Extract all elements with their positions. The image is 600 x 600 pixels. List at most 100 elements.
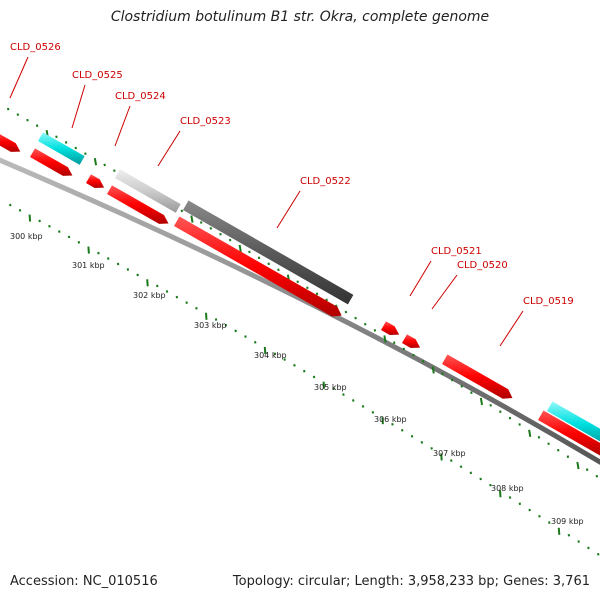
cds-feature [115, 169, 181, 213]
outer-tick-mark [528, 429, 532, 437]
inner-tick-mark [459, 465, 463, 469]
inner-tick-mark [410, 434, 414, 438]
inner-tick-mark [450, 459, 453, 462]
inner-tick-mark [156, 284, 159, 288]
inner-tick-mark [214, 318, 218, 321]
inner-tick-mark [391, 422, 394, 426]
inner-tick-mark [234, 329, 237, 333]
gene-leader-line [157, 130, 181, 167]
inner-tick-mark [205, 312, 208, 320]
inner-tick-mark [430, 447, 433, 450]
inner-tick-mark [48, 224, 51, 228]
gene-label[interactable]: CLD_0519 [523, 296, 574, 307]
gene-label[interactable]: CLD_0522 [300, 176, 351, 187]
accession-text: Accession: NC_010516 [10, 574, 158, 589]
inner-tick-mark [342, 393, 345, 396]
inner-tick-mark [381, 417, 384, 425]
inner-tick-mark [352, 399, 355, 402]
scale-label: 304 kbp [254, 351, 287, 360]
inner-tick-mark [224, 323, 228, 327]
scale-label: 301 kbp [72, 261, 105, 270]
cds-feature [38, 132, 85, 165]
inner-tick-mark [293, 364, 296, 367]
inner-tick-mark [479, 477, 482, 481]
inner-tick-mark [175, 295, 179, 299]
inner-tick-mark [303, 369, 306, 373]
scale-label-layer: 300 kbp 301 kbp 302 kbp 303 kbp 304 kbp 305 k… [10, 232, 584, 526]
gene-label[interactable]: CLD_0526 [10, 42, 61, 53]
genome-summary-text: Topology: circular; Length: 3,958,233 bp… [232, 574, 590, 589]
gene-label[interactable]: CLD_0520 [457, 260, 508, 271]
inner-tick-mark [577, 540, 580, 543]
inner-tick-mark [116, 262, 120, 266]
inner-tick-mark [97, 251, 100, 255]
feature-track [0, 132, 600, 456]
inner-tick-mark [322, 381, 326, 389]
gene-feature [381, 321, 400, 335]
gene-feature [402, 334, 421, 348]
inner-tick-mark [254, 340, 257, 344]
outer-tick-mark [576, 461, 580, 470]
gene-feature [107, 185, 169, 224]
inner-tick-mark [312, 375, 316, 379]
inner-tick-mark [597, 552, 600, 556]
inner-tick-mark [518, 502, 522, 506]
scale-label: 309 kbp [551, 517, 584, 526]
inner-tick-mark [283, 358, 286, 361]
inner-tick-mark [273, 352, 277, 356]
inner-tick-mark [499, 490, 502, 498]
inner-tick-mark [107, 257, 110, 260]
inner-tick-mark [28, 214, 32, 222]
cds-feature [547, 401, 600, 442]
gene-label-layer: CLD_0526 CLD_0525 CLD_0524 CLD_0523 CLD_0522… [9, 42, 574, 347]
inner-tick-mark [361, 405, 365, 408]
inner-tick-mark [538, 514, 541, 518]
gene-leader-line [276, 190, 301, 229]
gene-leader-line [499, 310, 524, 347]
inner-tick-mark [58, 230, 61, 233]
gene-feature [174, 216, 342, 317]
inner-tick-mark [126, 268, 130, 271]
inner-tick-mark [489, 483, 492, 487]
inner-tick-mark [440, 453, 443, 461]
scale-label: 306 kbp [374, 415, 407, 424]
inner-tick-mark [38, 219, 41, 223]
inner-tick-mark [508, 496, 512, 499]
inner-tick-track [9, 203, 600, 556]
gene-label[interactable]: CLD_0524 [115, 91, 166, 102]
gene-label[interactable]: CLD_0525 [72, 70, 123, 81]
inner-tick-mark [77, 240, 81, 244]
outer-tick-mark [238, 244, 242, 253]
scale-label: 302 kbp [133, 291, 166, 300]
outer-tick-mark [431, 366, 435, 374]
inner-tick-mark [263, 346, 267, 354]
scale-label: 308 kbp [491, 484, 524, 493]
inner-tick-mark [528, 508, 531, 512]
inner-tick-mark [185, 301, 188, 304]
gene-feature [30, 148, 73, 176]
inner-tick-mark [587, 546, 590, 550]
map-title: Clostridium botulinum B1 str. Okra, comp… [110, 9, 490, 25]
inner-tick-mark [136, 273, 139, 277]
outer-tick-mark [190, 215, 194, 223]
gene-feature [0, 134, 21, 152]
inner-tick-mark [67, 235, 71, 239]
inner-tick-mark [9, 203, 12, 207]
inner-tick-mark [401, 428, 404, 432]
cds-feature [183, 200, 354, 305]
gene-feature [538, 410, 600, 456]
inner-tick-mark [18, 209, 22, 212]
genome-backbone [0, 157, 600, 465]
scale-label: 305 kbp [314, 383, 347, 392]
gene-leader-line [71, 84, 86, 129]
gene-label[interactable]: CLD_0523 [180, 116, 231, 127]
inner-tick-mark [420, 441, 424, 444]
inner-tick-mark [87, 246, 90, 254]
gene-leader-line [431, 274, 458, 310]
gene-label[interactable]: CLD_0521 [431, 246, 482, 257]
outer-tick-mark [383, 335, 387, 343]
scale-label: 307 kbp [433, 449, 466, 458]
outer-tick-mark [93, 158, 98, 166]
